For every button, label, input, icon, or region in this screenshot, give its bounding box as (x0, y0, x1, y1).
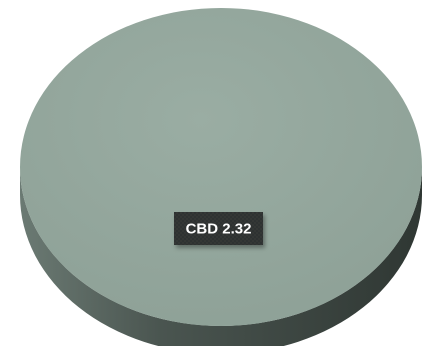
data-label-text: CBD 2.32 (186, 221, 252, 238)
pie-group (20, 8, 422, 346)
data-label-group: CBD 2.32 (174, 212, 263, 245)
pie-slice-cbd (20, 8, 422, 326)
data-label-box (174, 212, 263, 245)
